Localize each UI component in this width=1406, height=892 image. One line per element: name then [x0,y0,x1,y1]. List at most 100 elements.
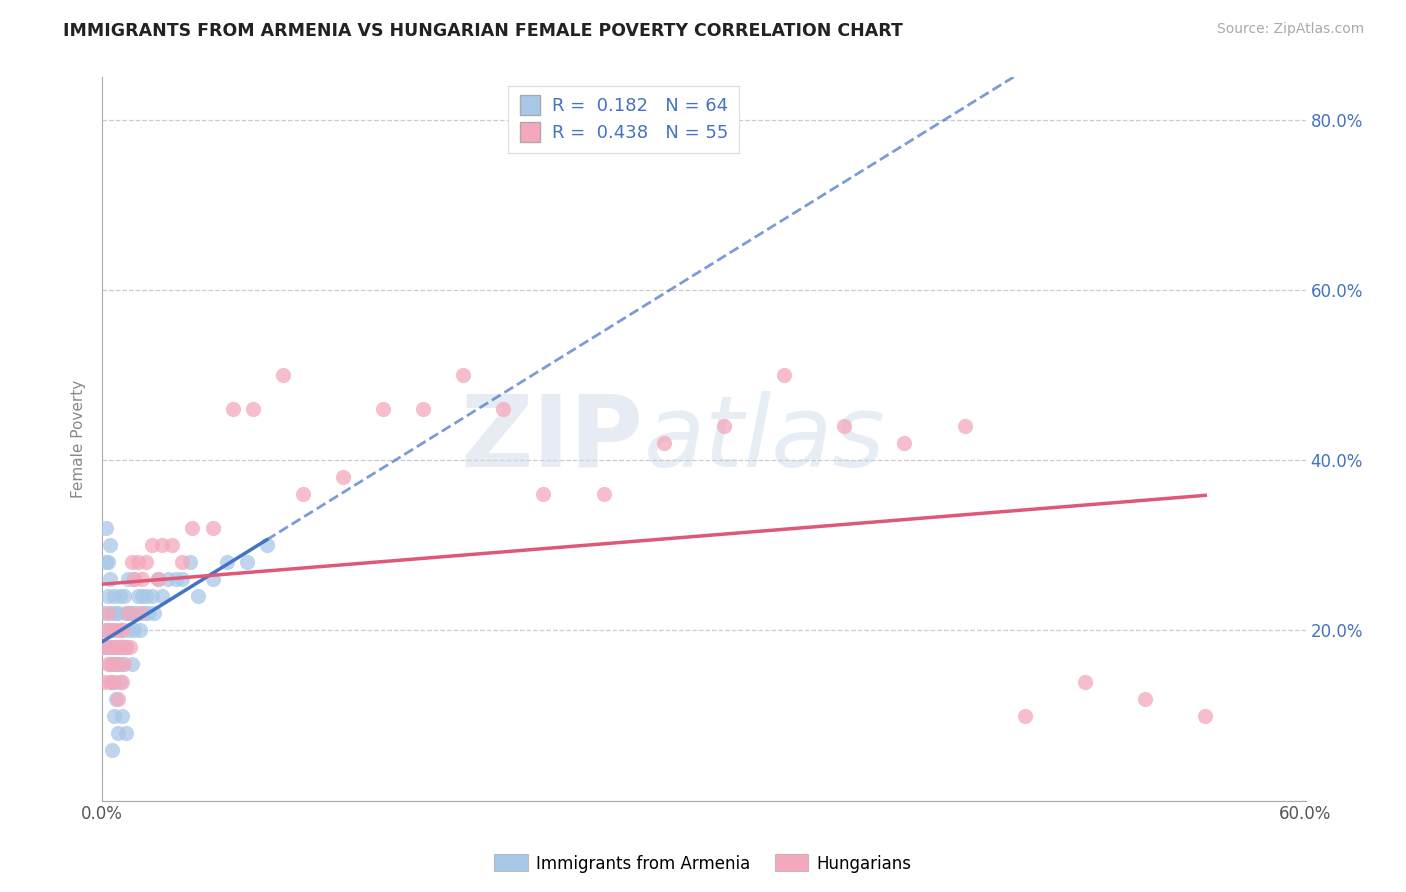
Point [713,419,735,434]
Point [111,624,134,638]
Point [103,590,125,604]
Point [96,521,118,535]
Point [157,573,180,587]
Point [93,607,115,621]
Point [127,590,149,604]
Point [773,368,796,383]
Point [110,674,132,689]
Point [332,470,354,484]
Point [110,640,132,655]
Point [107,691,129,706]
Point [103,657,125,672]
Point [187,590,209,604]
Point [110,590,132,604]
Point [652,436,675,450]
Point [172,573,194,587]
Point [111,624,134,638]
Point [592,487,614,501]
Point [115,640,138,655]
Point [111,708,134,723]
Point [291,487,314,501]
Point [101,742,124,756]
Point [135,590,157,604]
Text: IMMIGRANTS FROM ARMENIA VS HUNGARIAN FEMALE POVERTY CORRELATION CHART: IMMIGRANTS FROM ARMENIA VS HUNGARIAN FEM… [63,22,903,40]
Point [98,624,121,638]
Point [201,521,224,535]
Point [135,555,157,569]
Point [371,402,394,417]
Point [97,607,120,621]
Point [105,607,128,621]
Point [179,555,201,569]
Point [242,402,264,417]
Point [115,607,138,621]
Point [221,402,243,417]
Point [101,657,124,672]
Point [121,657,143,672]
Point [1074,674,1097,689]
Legend: Immigrants from Armenia, Hungarians: Immigrants from Armenia, Hungarians [488,847,918,880]
Point [134,607,156,621]
Point [103,640,125,655]
Point [101,624,124,638]
Point [112,640,135,655]
Point [492,402,515,417]
Point [127,555,149,569]
Point [96,624,118,638]
Point [148,573,170,587]
Point [97,640,120,655]
Point [98,573,121,587]
Point [111,657,134,672]
Point [96,624,118,638]
Point [117,607,139,621]
Point [103,674,125,689]
Legend: R =  0.182   N = 64, R =  0.438   N = 55: R = 0.182 N = 64, R = 0.438 N = 55 [509,87,740,153]
Point [97,555,120,569]
Point [97,590,120,604]
Point [107,607,129,621]
Point [105,691,128,706]
Point [107,624,129,638]
Point [165,573,187,587]
Text: ZIP: ZIP [461,391,644,488]
Point [111,674,134,689]
Point [148,573,170,587]
Point [93,640,115,655]
Point [215,555,238,569]
Point [98,538,121,552]
Point [256,538,278,552]
Point [141,538,163,552]
Point [110,640,132,655]
Point [103,624,125,638]
Point [125,607,148,621]
Y-axis label: Female Poverty: Female Poverty [72,380,86,498]
Point [129,607,152,621]
Point [172,555,194,569]
Point [93,674,115,689]
Point [101,607,124,621]
Point [117,624,139,638]
Point [893,436,915,450]
Text: atlas: atlas [644,391,886,488]
Point [162,538,184,552]
Point [112,590,135,604]
Point [98,674,121,689]
Point [98,657,121,672]
Point [117,573,139,587]
Point [120,640,142,655]
Point [533,487,555,501]
Point [1014,708,1036,723]
Point [138,607,160,621]
Point [124,573,146,587]
Point [115,725,138,739]
Point [271,368,294,383]
Point [412,402,434,417]
Point [98,640,121,655]
Point [103,708,125,723]
Point [121,607,143,621]
Point [150,590,173,604]
Point [112,657,135,672]
Point [105,657,128,672]
Point [235,555,257,569]
Point [201,573,224,587]
